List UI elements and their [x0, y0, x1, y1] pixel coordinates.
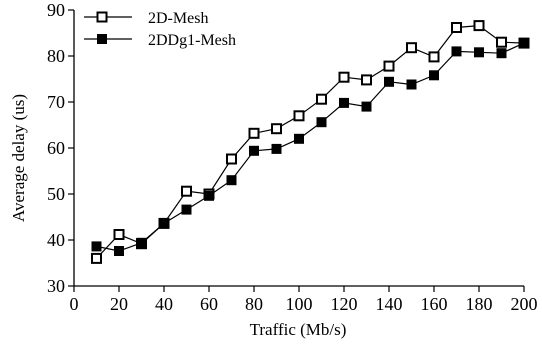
y-tick-label: 50: [47, 184, 65, 204]
data-point: [428, 51, 440, 63]
x-axis-title: Traffic (Mb/s): [250, 320, 347, 339]
x-tick-label: 40: [155, 294, 173, 314]
legend-item: 2D-Mesh: [84, 10, 208, 27]
data-point: [473, 20, 485, 32]
data-point: [271, 123, 282, 135]
series-2: [91, 38, 529, 256]
x-tick-label: 120: [331, 294, 358, 314]
legend-label: 2DDg1-Mesh: [148, 32, 236, 49]
data-point: [361, 101, 372, 112]
x-tick-label: 160: [421, 294, 448, 314]
data-point: [406, 79, 417, 90]
data-point: [339, 97, 349, 108]
data-point: [496, 36, 507, 48]
x-tick-label: 180: [466, 294, 493, 314]
y-axis-title: Average delay (us): [9, 94, 28, 222]
data-point: [181, 204, 192, 215]
data-point: [451, 22, 462, 33]
data-point: [181, 185, 192, 197]
legend-marker: [97, 34, 107, 44]
data-point: [271, 143, 282, 154]
data-point: [248, 127, 260, 139]
data-point: [361, 74, 372, 86]
x-tick-label: 0: [70, 294, 79, 314]
data-point: [91, 252, 102, 264]
data-point: [406, 42, 417, 54]
y-tick-label: 80: [47, 46, 65, 66]
x-tick-label: 200: [511, 294, 538, 314]
x-tick-label: 60: [200, 294, 218, 314]
x-tick-label: 20: [110, 294, 128, 314]
data-point: [338, 71, 350, 83]
data-point: [113, 229, 125, 240]
data-point: [316, 117, 327, 128]
data-point: [496, 48, 507, 59]
x-tick-label: 100: [286, 294, 313, 314]
y-tick-label: 30: [47, 276, 65, 296]
data-point: [159, 218, 169, 229]
data-point: [316, 93, 327, 105]
y-tick-label: 60: [47, 138, 65, 158]
x-tick-label: 80: [245, 294, 263, 314]
data-point: [451, 46, 462, 57]
data-point: [294, 133, 304, 144]
data-point: [114, 246, 124, 256]
y-tick-label: 90: [47, 0, 65, 20]
axes: 0 20 40 60 80 100 120 140 160 180 200 30 40 50 60 70 80 9…: [47, 0, 538, 314]
data-point: [519, 38, 529, 49]
data-point: [204, 190, 214, 201]
legend-marker: [96, 11, 108, 23]
y-tick-label: 70: [47, 92, 65, 112]
legend-item: 2DDg1-Mesh: [84, 32, 236, 49]
series-layer: [91, 20, 530, 264]
data-point: [474, 47, 484, 58]
data-point: [226, 153, 237, 165]
data-point: [226, 175, 237, 186]
series-1: [91, 20, 530, 264]
legend: 2D-Mesh 2DDg1-Mesh: [84, 10, 236, 49]
x-tick-label: 140: [376, 294, 403, 314]
data-point: [293, 110, 305, 122]
data-point: [249, 145, 259, 156]
legend-label: 2D-Mesh: [148, 10, 208, 27]
data-point: [136, 237, 147, 248]
data-point: [429, 70, 439, 81]
data-point: [383, 60, 395, 72]
data-point: [91, 241, 102, 252]
y-tick-label: 40: [47, 230, 65, 250]
data-point: [384, 76, 394, 87]
